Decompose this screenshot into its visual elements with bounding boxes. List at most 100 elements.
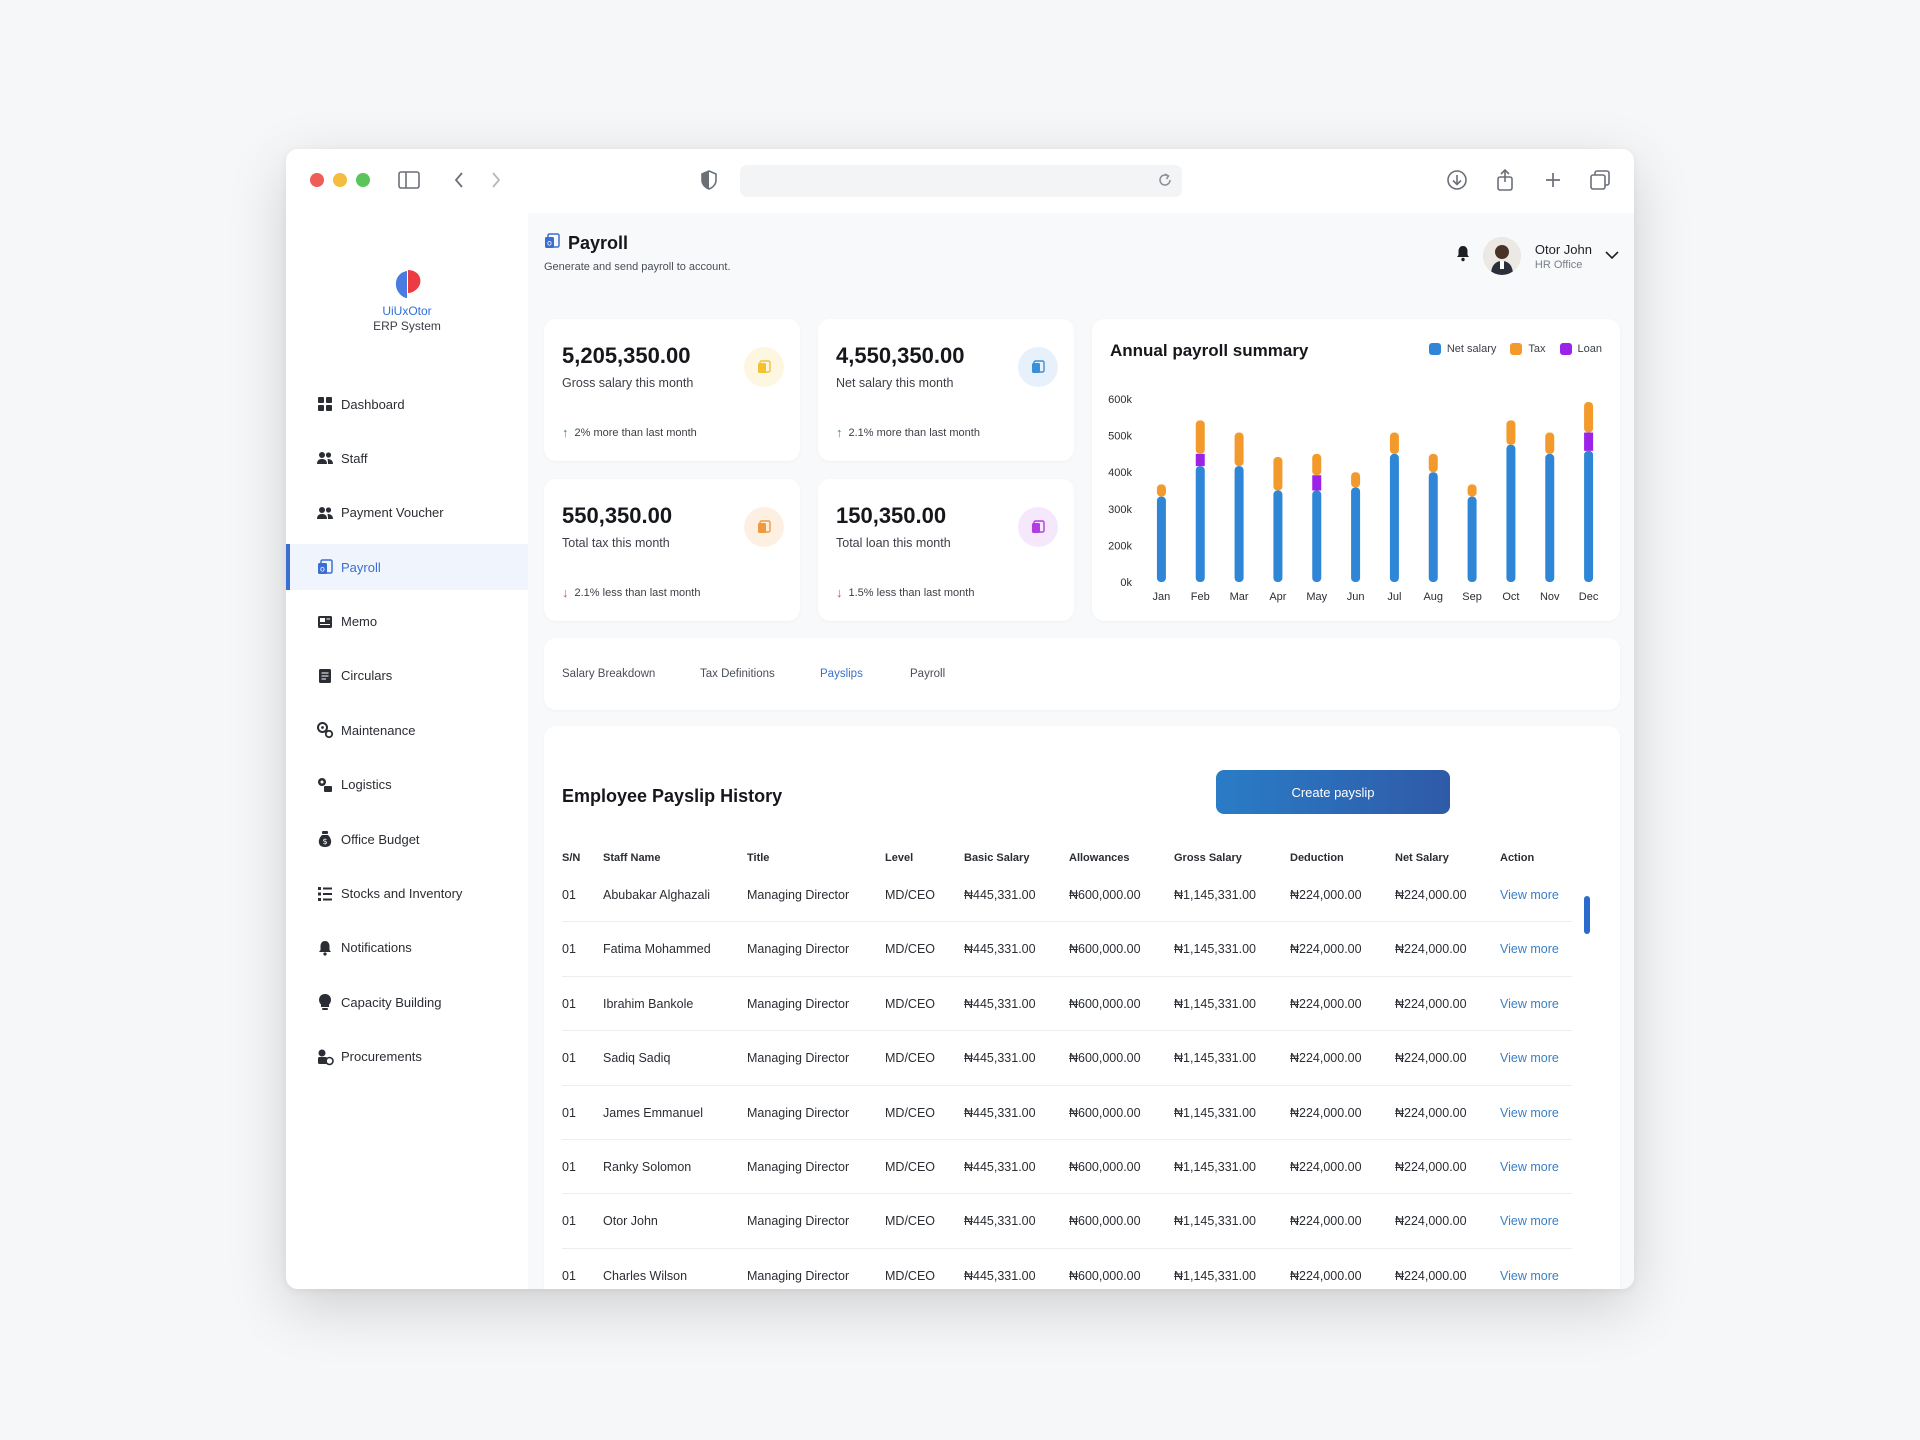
sidebar-item-dashboard[interactable]: Dashboard bbox=[286, 381, 528, 427]
bar-net-salary-apr[interactable] bbox=[1273, 490, 1283, 583]
view-more-link[interactable]: View more bbox=[1500, 942, 1559, 957]
bar-loan-dec[interactable] bbox=[1584, 432, 1594, 451]
scrollbar-thumb[interactable] bbox=[1584, 896, 1590, 934]
table-cell: ₦224,000.00 bbox=[1290, 942, 1362, 957]
sidebar-item-memo[interactable]: Memo bbox=[286, 599, 528, 645]
table-cell: 01 bbox=[562, 942, 576, 957]
avatar[interactable] bbox=[1482, 237, 1521, 275]
download-icon[interactable] bbox=[1444, 167, 1470, 193]
sidebar-item-label: Circulars bbox=[341, 668, 393, 684]
sidebar-item-logistics[interactable]: Logistics bbox=[286, 762, 528, 808]
x-tick-label: Sep bbox=[1462, 591, 1482, 603]
table-cell: Managing Director bbox=[747, 1214, 850, 1229]
tab-tax-definitions[interactable]: Tax Definitions bbox=[700, 668, 775, 680]
new-tab-icon[interactable] bbox=[1540, 167, 1566, 193]
sidebar-item-office-budget[interactable]: $ Office Budget bbox=[286, 816, 528, 862]
bar-tax-mar[interactable] bbox=[1234, 432, 1244, 467]
bell-icon[interactable] bbox=[1455, 245, 1471, 267]
bar-tax-may[interactable] bbox=[1312, 453, 1322, 476]
forward-icon[interactable] bbox=[483, 167, 509, 193]
chevron-down-icon[interactable] bbox=[1604, 247, 1620, 265]
table-cell: ₦1,145,331.00 bbox=[1174, 1268, 1257, 1283]
sidebar-item-stocks-inventory[interactable]: Stocks and Inventory bbox=[286, 871, 528, 917]
sidebar-item-capacity-building[interactable]: Capacity Building bbox=[286, 979, 528, 1025]
view-more-link[interactable]: View more bbox=[1500, 1160, 1559, 1174]
view-more-link[interactable]: View more bbox=[1500, 1268, 1559, 1283]
x-tick-label: Jan bbox=[1153, 591, 1171, 603]
sidebar-item-notifications[interactable]: Notifications bbox=[286, 925, 528, 971]
bar-net-salary-aug[interactable] bbox=[1428, 472, 1438, 582]
table-row: 01 Ranky Solomon Managing Director MD/CEO ₦4… bbox=[562, 1140, 1572, 1195]
bar-tax-oct[interactable] bbox=[1506, 420, 1516, 445]
stat-label: Total loan this month bbox=[836, 536, 951, 550]
sidebar-item-procurements[interactable]: Procurements bbox=[286, 1034, 528, 1080]
sidebar-item-maintenance[interactable]: Maintenance bbox=[286, 707, 528, 753]
table-cell: 01 bbox=[562, 888, 576, 902]
bar-net-salary-oct[interactable] bbox=[1506, 444, 1516, 582]
payroll-icon: o bbox=[316, 558, 334, 576]
bar-loan-may[interactable] bbox=[1312, 475, 1322, 491]
table-cell: Managing Director bbox=[747, 1268, 850, 1283]
sidebar-item-staff[interactable]: Staff bbox=[286, 435, 528, 481]
sidebar-item-circulars[interactable]: Circulars bbox=[286, 653, 528, 699]
reload-icon[interactable] bbox=[1156, 171, 1174, 194]
view-more-link[interactable]: View more bbox=[1500, 1105, 1559, 1120]
tab-payslips[interactable]: Payslips bbox=[820, 668, 863, 680]
table-cell: ₦445,331.00 bbox=[964, 1051, 1036, 1066]
logo[interactable]: UiUxOtor ERP System bbox=[286, 268, 528, 334]
tab-payroll[interactable]: Payroll bbox=[910, 668, 946, 680]
bar-net-salary-jan[interactable] bbox=[1156, 496, 1166, 582]
logistics-icon bbox=[316, 776, 334, 794]
bar-net-salary-sep[interactable] bbox=[1467, 496, 1477, 582]
sidebar-item-label: Notifications bbox=[341, 940, 412, 956]
sidebar-item-payment-voucher[interactable]: Payment Voucher bbox=[286, 490, 528, 536]
create-payslip-button[interactable]: Create payslip bbox=[1216, 770, 1450, 814]
bar-tax-jan[interactable] bbox=[1156, 484, 1166, 497]
sidebar-item-payroll[interactable]: o Payroll bbox=[286, 544, 528, 591]
shield-icon[interactable] bbox=[696, 167, 722, 193]
table-cell: ₦445,331.00 bbox=[964, 942, 1036, 957]
minimize-window-button[interactable] bbox=[333, 173, 347, 187]
bell-icon bbox=[316, 939, 334, 957]
bar-net-salary-nov[interactable] bbox=[1545, 453, 1555, 582]
column-header: Net Salary bbox=[1395, 852, 1449, 864]
bar-tax-sep[interactable] bbox=[1467, 484, 1477, 497]
table-cell: MD/CEO bbox=[885, 1051, 935, 1066]
view-more-link[interactable]: View more bbox=[1500, 1214, 1559, 1229]
bar-tax-aug[interactable] bbox=[1428, 453, 1438, 473]
table-row: 01 Ibrahim Bankole Managing Director MD/CEO… bbox=[562, 977, 1572, 1032]
bar-loan-feb[interactable] bbox=[1195, 453, 1205, 467]
bar-tax-jun[interactable] bbox=[1351, 472, 1361, 488]
bar-net-salary-jul[interactable] bbox=[1389, 453, 1399, 582]
bar-net-salary-may[interactable] bbox=[1312, 490, 1322, 583]
back-icon[interactable] bbox=[446, 167, 472, 193]
page-header: o Payroll Generate and send payroll to a… bbox=[544, 233, 731, 273]
tab-salary-breakdown[interactable]: Salary Breakdown bbox=[562, 668, 656, 680]
tabs-overview-icon[interactable] bbox=[1587, 167, 1613, 193]
view-more-link[interactable]: View more bbox=[1500, 996, 1559, 1011]
address-bar[interactable] bbox=[740, 165, 1182, 197]
bar-tax-jul[interactable] bbox=[1389, 432, 1399, 454]
stat-trend: ↑ 2.1% more than last month bbox=[836, 425, 980, 440]
bar-tax-dec[interactable] bbox=[1584, 402, 1594, 433]
bar-tax-apr[interactable] bbox=[1273, 456, 1283, 491]
bar-net-salary-feb[interactable] bbox=[1195, 466, 1205, 582]
chart-legend: Net salary Tax Loan bbox=[1415, 343, 1602, 355]
share-icon[interactable] bbox=[1492, 167, 1518, 193]
x-tick-label: Nov bbox=[1540, 591, 1560, 603]
sidebar-toggle-icon[interactable] bbox=[396, 167, 422, 193]
x-tick-label: May bbox=[1306, 591, 1327, 603]
bar-net-salary-mar[interactable] bbox=[1234, 466, 1244, 582]
view-more-link[interactable]: View more bbox=[1500, 1051, 1559, 1066]
table-scrollbar[interactable] bbox=[1584, 896, 1590, 1289]
close-window-button[interactable] bbox=[310, 173, 324, 187]
bar-tax-nov[interactable] bbox=[1545, 432, 1555, 454]
bar-net-salary-jun[interactable] bbox=[1351, 487, 1361, 582]
zoom-window-button[interactable] bbox=[356, 173, 370, 187]
table-cell: MD/CEO bbox=[885, 888, 935, 902]
bar-tax-feb[interactable] bbox=[1195, 420, 1205, 454]
user-menu[interactable]: Otor John HR Office bbox=[1455, 237, 1620, 275]
bar-net-salary-dec[interactable] bbox=[1584, 450, 1594, 582]
view-more-link[interactable]: View more bbox=[1500, 888, 1559, 902]
table-cell: Managing Director bbox=[747, 1105, 850, 1120]
